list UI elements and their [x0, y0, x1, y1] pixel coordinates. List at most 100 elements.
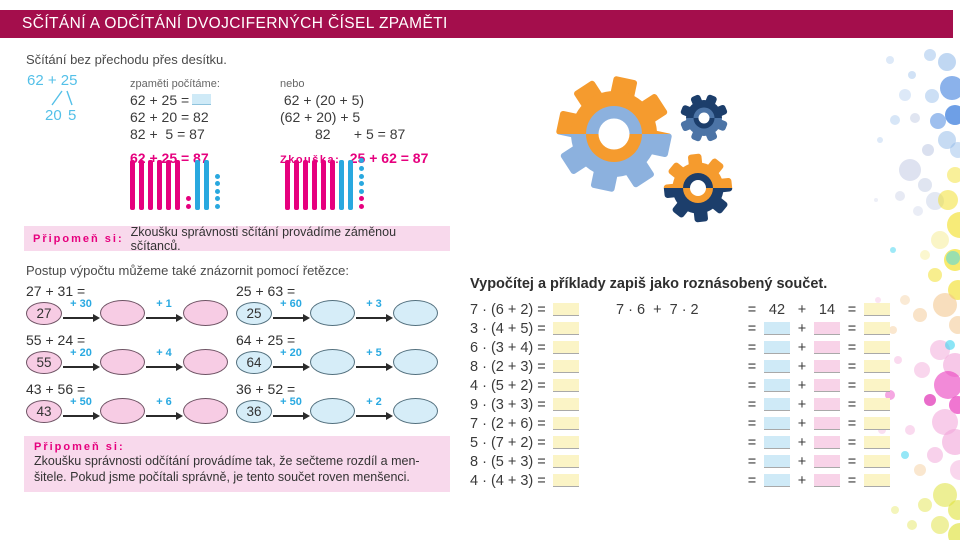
answer-blank-pink: [814, 341, 840, 354]
chain-arrow: + 20: [62, 347, 100, 376]
worksheet-distributed-row: = + =: [616, 376, 892, 395]
equals-sign: =: [847, 377, 857, 394]
equals-sign: =: [847, 396, 857, 413]
chain-empty-oval: [310, 349, 355, 375]
arrow-shaft: [63, 366, 94, 368]
gears-illustration: [556, 76, 733, 223]
worksheet-problem: 4 · (5 + 2) =: [470, 377, 546, 394]
result-cell: [862, 436, 892, 449]
plus-sign: +: [797, 301, 807, 318]
chain-diagram: 27 + 31 = 27 + 30 + 1: [26, 283, 228, 327]
chain-row: 25 + 60 + 3: [236, 298, 438, 327]
reminder-box-subtraction: Připomeň si: Zkoušku správnosti odčítání…: [24, 436, 450, 492]
worksheet-problem-row: 8 · (5 + 3) =: [470, 452, 579, 471]
bokeh-circle: [949, 396, 960, 414]
chain-step-label: + 5: [366, 347, 382, 359]
bokeh-circle: [895, 191, 905, 201]
chain-row: 27 + 30 + 1: [26, 298, 228, 327]
equals-sign: =: [747, 320, 757, 337]
chain-empty-oval: [310, 398, 355, 424]
chain-empty-oval: [393, 398, 438, 424]
answer-blank-yellow: [864, 360, 890, 373]
tally-dot: [359, 158, 364, 164]
bokeh-circle: [877, 137, 883, 143]
answer-blank-blue: [764, 436, 790, 449]
equals-sign: =: [847, 339, 857, 356]
alt-line-2: (62 + 20) + 5: [280, 109, 361, 125]
partial-cell: [762, 360, 792, 373]
result-cell: [862, 398, 892, 411]
chain-step-label: + 4: [156, 347, 172, 359]
arrow-head-icon: [386, 411, 393, 420]
answer-blank-yellow: [552, 474, 579, 487]
chain-equation: 64 + 25 =: [236, 332, 296, 348]
partial-cell: [812, 360, 842, 373]
chain-diagram: 55 + 24 = 55 + 20 + 4: [26, 332, 228, 376]
tally-bar: [348, 160, 353, 210]
chain-diagrams: 27 + 31 = 27 + 30 + 1 55 + 24 = 55 + 20 + 4 43 +…: [26, 283, 438, 425]
tally-bar: [330, 160, 335, 210]
bokeh-circle: [928, 268, 942, 282]
answer-blank-blue: [764, 379, 790, 392]
bokeh-circle: [930, 113, 946, 129]
reminder-text: Zkoušku správnosti sčítání provádíme zám…: [130, 224, 397, 253]
chain-row: 64 + 20 + 5: [236, 347, 438, 376]
partial-cell: [762, 322, 792, 335]
bokeh-circle: [947, 212, 960, 238]
chain-equation: 25 + 63 =: [236, 283, 296, 299]
tally-dot: [215, 204, 220, 209]
answer-blank-yellow: [864, 455, 890, 468]
chain-empty-oval: [183, 349, 228, 375]
worksheet-distributed-row: = + =: [616, 471, 892, 490]
bokeh-circle: [886, 56, 894, 64]
bokeh-circle: [890, 247, 896, 253]
result-cell: [862, 417, 892, 430]
reminder-label: Připomeň si:: [33, 232, 124, 245]
chain-arrow: + 3: [355, 298, 393, 327]
bokeh-circle: [938, 190, 958, 210]
arrow-head-icon: [386, 362, 393, 371]
chain-step-label: + 3: [366, 298, 382, 310]
tally-bar: [321, 160, 326, 210]
plus-sign: +: [797, 472, 807, 489]
chain-diagram: 25 + 63 = 25 + 60 + 3: [236, 283, 438, 327]
worksheet-problem: 8 · (2 + 3) =: [470, 358, 546, 375]
worksheet-problem: 4 · (4 + 3) =: [470, 472, 546, 489]
answer-blank-pink: [814, 436, 840, 449]
arrow-shaft: [146, 317, 177, 319]
bokeh-circle: [948, 500, 960, 520]
bokeh-circle: [924, 394, 936, 406]
answer-blank-yellow: [552, 341, 579, 354]
answer-blank-yellow: [552, 436, 579, 449]
bokeh-circle: [878, 426, 886, 434]
worksheet-problem-row: 7 · (2 + 6) =: [470, 414, 579, 433]
chain-step-label: + 60: [280, 298, 302, 310]
arrow-head-icon: [93, 313, 100, 322]
arrow-shaft: [356, 415, 387, 417]
bokeh-circle: [918, 178, 932, 192]
partial-cell: [762, 398, 792, 411]
chain-arrow: + 4: [145, 347, 183, 376]
chain-column-right: 25 + 63 = 25 + 60 + 3 64 + 25 = 64 + 20 + 5 36 +…: [236, 283, 438, 425]
arrow-head-icon: [303, 313, 310, 322]
bokeh-circle: [940, 76, 960, 100]
answer-blank-yellow: [552, 455, 579, 468]
equals-sign: =: [747, 472, 757, 489]
tally-dot: [215, 196, 220, 202]
answer-blank-blue: [192, 94, 212, 105]
partial-cell: [812, 322, 842, 335]
chain-start-oval: 55: [26, 350, 62, 374]
tally-dot: [215, 181, 220, 187]
chain-step-label: + 6: [156, 396, 172, 408]
worksheet-problem: 7 · (2 + 6) =: [470, 415, 546, 432]
equals-sign: =: [747, 301, 757, 318]
worksheet-distributed-row: 7 · 6 + 7 · 2 = 42 +14 =: [616, 300, 892, 319]
worksheet-problem: 9 · (3 + 3) =: [470, 396, 546, 413]
bokeh-circle: [945, 105, 960, 125]
bokeh-circle: [875, 297, 881, 303]
tally-dot: [359, 181, 364, 187]
chain-empty-oval: [100, 398, 145, 424]
arrow-head-icon: [176, 411, 183, 420]
answer-blank-pink: [814, 360, 840, 373]
